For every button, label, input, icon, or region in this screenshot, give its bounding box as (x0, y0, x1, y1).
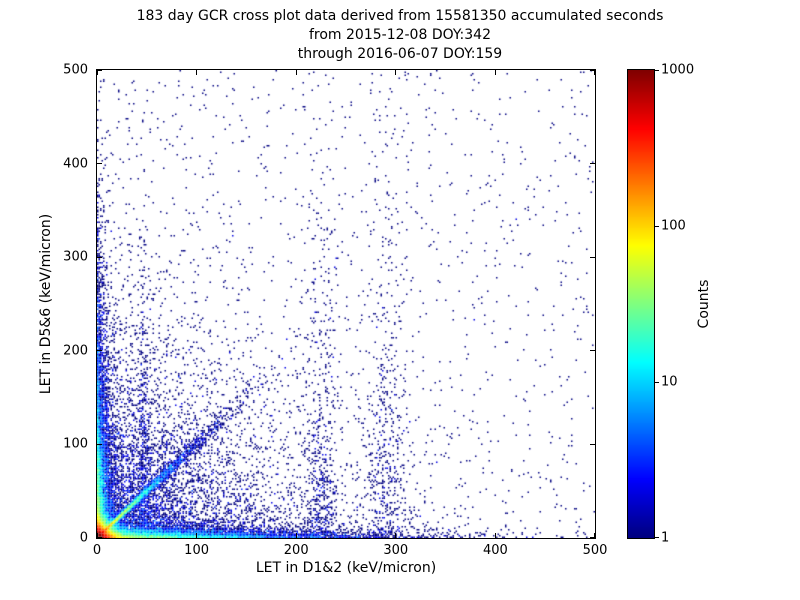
y-tick-mark (97, 443, 102, 445)
x-axis-label: LET in D1&2 (keV/micron) (255, 560, 437, 576)
colorbar-label: Counts (696, 279, 712, 329)
title-line-3: through 2016-06-07 DOY:159 (297, 46, 503, 62)
x-tick-mark (395, 533, 397, 538)
y-tick-mark (590, 70, 595, 71)
colorbar-canvas (628, 70, 654, 538)
colorbar-tick-label: 100 (661, 218, 686, 234)
y-tick-mark (590, 163, 595, 165)
x-tick-mark (494, 70, 496, 75)
colorbar-tick-mark (655, 537, 659, 538)
y-tick-mark (590, 256, 595, 258)
y-tick-mark (97, 163, 102, 165)
x-tick-mark (196, 533, 198, 538)
y-tick-mark (97, 256, 102, 258)
colorbar-tick-labels: 1 10 100 1000 (661, 63, 703, 546)
x-tick-label: 400 (482, 543, 508, 558)
y-tick-mark (590, 443, 595, 445)
x-tick-mark (395, 70, 397, 75)
title-line-2: from 2015-12-08 DOY:342 (308, 27, 491, 43)
colorbar-tick-mark (655, 70, 659, 71)
chart-title: 183 day GCR cross plot data derived from… (0, 7, 800, 64)
x-tick-mark (295, 70, 297, 75)
x-tick-label: 0 (92, 543, 102, 558)
y-tick-mark (97, 350, 102, 352)
colorbar-tick-label: 1 (661, 530, 670, 546)
colorbar-tick-label: 10 (661, 374, 678, 390)
x-tick-mark (494, 533, 496, 538)
x-tick-mark (97, 70, 98, 75)
title-line-1: 183 day GCR cross plot data derived from… (136, 8, 664, 24)
y-tick-label: 500 (63, 62, 88, 78)
x-tick-label: 300 (383, 543, 409, 558)
axis-tick-marks (97, 70, 595, 538)
x-tick-mark (196, 70, 198, 75)
x-tick-label: 100 (184, 543, 210, 558)
y-tick-mark (97, 70, 102, 71)
colorbar-tick-marks (655, 70, 661, 538)
scatter-canvas (97, 70, 595, 538)
x-tick-mark (594, 533, 595, 538)
y-axis-tick-labels: 0 100 200 300 400 500 (0, 63, 92, 546)
y-tick-mark (590, 537, 595, 538)
y-tick-mark (97, 537, 102, 538)
x-tick-label: 500 (582, 543, 608, 558)
colorbar-tick-label: 1000 (661, 62, 695, 78)
x-tick-mark (594, 70, 595, 75)
x-tick-mark (97, 533, 98, 538)
x-tick-label: 200 (283, 543, 309, 558)
y-tick-label: 100 (63, 436, 88, 452)
y-tick-mark (590, 350, 595, 352)
colorbar (627, 69, 655, 539)
y-tick-label: 200 (63, 343, 88, 359)
colorbar-tick-mark (655, 225, 659, 227)
y-tick-label: 300 (63, 249, 88, 265)
colorbar-tick-mark (655, 381, 659, 383)
y-tick-label: 0 (79, 530, 88, 546)
plot-area (96, 69, 596, 539)
y-axis-label: LET in D5&6 (keV/micron) (38, 213, 54, 395)
y-tick-label: 400 (63, 156, 88, 172)
x-tick-mark (295, 533, 297, 538)
x-axis-tick-labels: 0 100 200 300 400 500 (93, 543, 608, 559)
